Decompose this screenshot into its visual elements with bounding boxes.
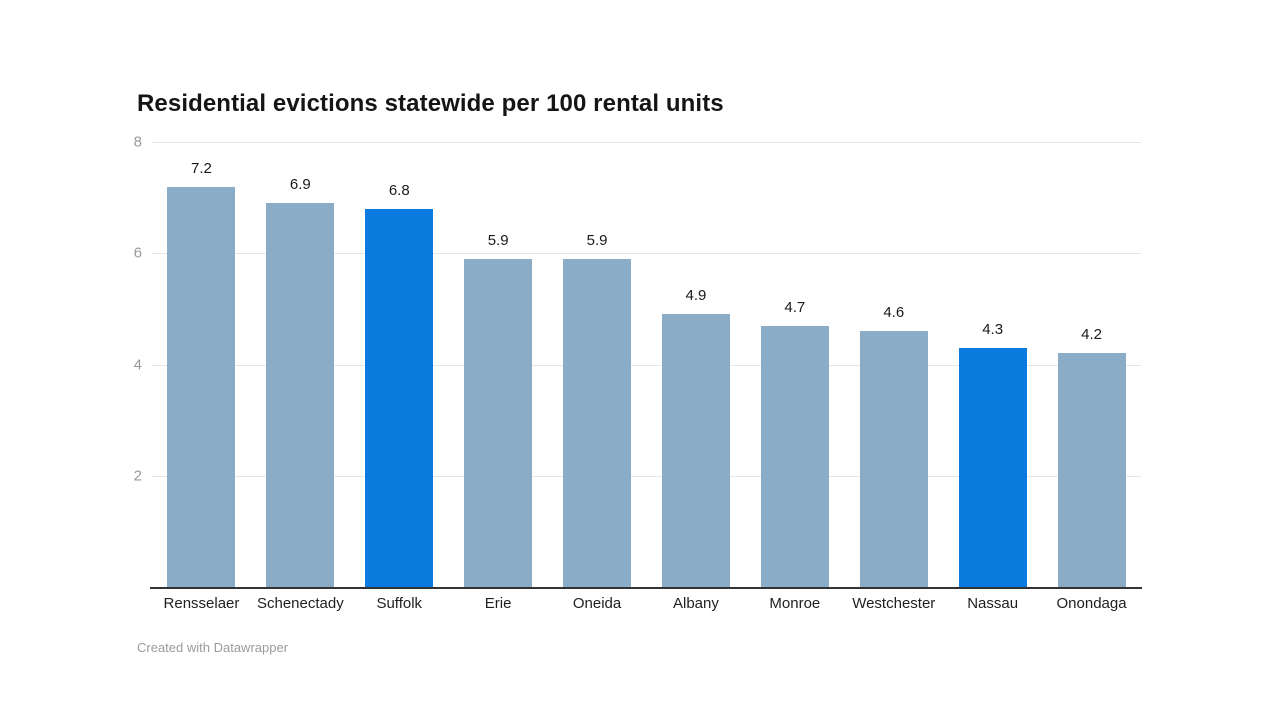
bar-chart-plot-area: 2 4 6 8 7.2 Rensselaer 6.9 Schenectady 6.8 Suffol… — [134, 134, 1142, 612]
bar-rensselaer[interactable] — [167, 186, 236, 587]
value-label-schenectady: 6.9 — [289, 176, 311, 194]
bar-schenectady[interactable] — [266, 203, 335, 587]
value-label-monroe: 4.7 — [784, 298, 806, 316]
bar-oneida[interactable] — [563, 258, 632, 587]
category-label-schenectady: Schenectady — [256, 595, 344, 612]
y-axis-tick-label: 6 — [133, 244, 142, 262]
bar-westchester[interactable] — [859, 331, 928, 587]
y-axis-tick-label: 8 — [133, 133, 142, 151]
value-label-rensselaer: 7.2 — [191, 159, 212, 177]
gridline-y-6 — [152, 253, 1141, 255]
y-axis-tick-label: 2 — [133, 467, 142, 485]
value-label-oneida: 5.9 — [586, 231, 608, 249]
bar-erie[interactable] — [464, 258, 533, 587]
y-axis-tick-label: 4 — [133, 356, 142, 373]
value-label-nassau: 4.3 — [982, 320, 1004, 338]
value-label-westchester: 4.6 — [883, 304, 905, 322]
category-label-albany: Albany — [673, 595, 719, 612]
bar-monroe[interactable] — [760, 325, 829, 587]
bar-suffolk[interactable] — [365, 208, 434, 587]
gridline-y-4 — [152, 364, 1141, 366]
x-axis-baseline — [150, 587, 1142, 589]
gridline-y-2 — [152, 475, 1141, 477]
value-label-onondaga: 4.2 — [1081, 326, 1102, 344]
chart-title: Residential evictions statewide per 100 … — [137, 90, 724, 117]
category-label-rensselaer: Rensselaer — [163, 595, 240, 612]
category-label-nassau: Nassau — [967, 595, 1019, 612]
bar-onondaga[interactable] — [1057, 353, 1126, 587]
category-label-monroe: Monroe — [769, 595, 821, 612]
category-label-oneida: Oneida — [572, 595, 622, 612]
category-label-suffolk: Suffolk — [376, 595, 423, 612]
category-label-westchester: Westchester — [852, 595, 936, 612]
value-label-suffolk: 6.8 — [388, 181, 410, 199]
value-label-erie: 5.9 — [487, 231, 509, 249]
category-label-onondaga: Onondaga — [1056, 595, 1127, 612]
bar-nassau[interactable] — [958, 347, 1027, 587]
gridline-y-8 — [152, 142, 1141, 143]
category-label-erie: Erie — [484, 595, 512, 612]
bar-albany[interactable] — [661, 314, 730, 587]
value-label-albany: 4.9 — [685, 287, 707, 305]
datawrapper-credit: Created with Datawrapper — [137, 640, 289, 655]
